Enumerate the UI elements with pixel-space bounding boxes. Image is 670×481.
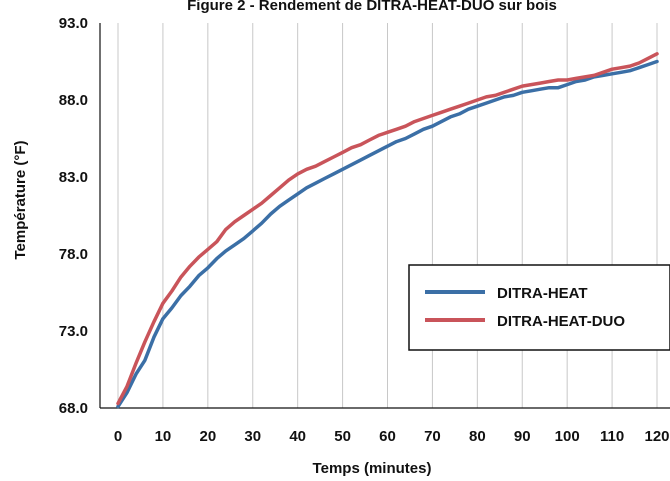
legend: DITRA-HEAT DITRA-HEAT-DUO (408, 264, 670, 351)
x-tick-label: 100 (555, 428, 580, 445)
y-axis-label: Température (°F) (12, 140, 29, 259)
series-line-ditra-heat (116, 59, 659, 409)
x-tick-label: 90 (514, 428, 531, 445)
chart-title: Figure 2 - Rendement de DITRA-HEAT-DUO s… (187, 0, 557, 14)
y-tick-label: 68.0 (59, 400, 88, 417)
x-tick-label: 20 (199, 428, 216, 445)
x-axis-label: Temps (minutes) (313, 460, 432, 477)
x-tick-label: 40 (289, 428, 306, 445)
x-tick-label: 80 (469, 428, 486, 445)
x-tick-label: 30 (244, 428, 261, 445)
legend-box (408, 264, 670, 351)
legend-label-ditra-heat: DITRA-HEAT (497, 285, 588, 302)
legend-label-ditra-heat-duo: DITRA-HEAT-DUO (497, 313, 625, 330)
y-tick-label: 83.0 (59, 169, 88, 186)
x-tick-label: 60 (379, 428, 396, 445)
series-lines (116, 52, 659, 409)
x-tick-label: 10 (155, 428, 172, 445)
axes (99, 23, 670, 409)
x-tick-label: 110 (600, 428, 624, 445)
y-tick-label: 93.0 (59, 15, 88, 32)
series-line-ditra-heat-duo (116, 52, 659, 406)
x-tick-label: 50 (334, 428, 351, 445)
y-tick-labels: 68.0 73.0 78.0 83.0 88.0 93.0 (59, 15, 88, 417)
y-tick-label: 88.0 (59, 92, 88, 109)
x-tick-label: 120 (644, 428, 669, 445)
x-tick-label: 70 (424, 428, 441, 445)
x-tick-labels: 0 10 20 30 40 50 60 70 80 90 100 110 120 (114, 428, 670, 445)
y-tick-label: 73.0 (59, 323, 88, 340)
y-tick-label: 78.0 (59, 246, 88, 263)
x-tick-label: 0 (114, 428, 122, 445)
